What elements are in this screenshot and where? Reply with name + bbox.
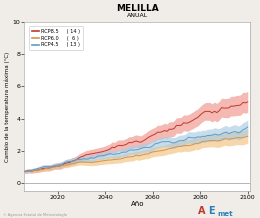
Text: ANUAL: ANUAL: [127, 13, 148, 18]
Y-axis label: Cambio de la temperatura máxima (°C): Cambio de la temperatura máxima (°C): [4, 51, 10, 162]
Text: E: E: [208, 206, 214, 216]
Text: © Agencia Estatal de Meteorología: © Agencia Estatal de Meteorología: [3, 213, 67, 217]
Text: A: A: [198, 206, 205, 216]
Text: met: met: [217, 211, 233, 217]
X-axis label: Año: Año: [131, 201, 144, 207]
Legend: RCP8.5     ( 14 ), RCP6.0     (  6 ), RCP4.5     ( 13 ): RCP8.5 ( 14 ), RCP6.0 ( 6 ), RCP4.5 ( 13…: [29, 26, 83, 50]
Title: MELILLA: MELILLA: [116, 4, 159, 13]
